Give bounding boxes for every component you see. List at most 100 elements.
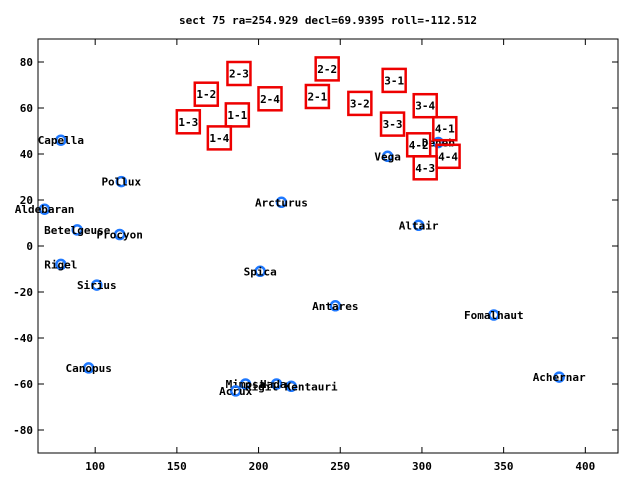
star-point: Pollux: [101, 176, 141, 189]
sector-box-frame: [206, 125, 233, 151]
sector-box-frame: [347, 90, 373, 117]
star-label: Rigel: [44, 258, 77, 271]
sector-box-label: 4-1: [435, 123, 455, 136]
star-marker: [82, 362, 95, 374]
star-marker: [270, 378, 283, 390]
star-marker: [239, 378, 252, 390]
star-marker: [488, 309, 500, 321]
sector-box-frame: [381, 67, 407, 94]
star-label: Vega: [374, 150, 401, 163]
star-label: Aldebaran: [15, 203, 75, 216]
x-tick-label: 150: [167, 460, 187, 473]
star-point: Antares: [312, 300, 358, 313]
star-marker: [432, 136, 445, 149]
star-marker: [55, 134, 67, 146]
star-marker: [412, 219, 425, 232]
sector-box-frame: [257, 86, 283, 112]
y-tick-label: 60: [20, 102, 33, 115]
star-marker: [115, 175, 128, 188]
sector-box-frame: [224, 102, 251, 128]
sector-box: 4-4: [435, 143, 461, 170]
sector-box: 3-2: [347, 90, 373, 117]
x-tick-label: 350: [494, 460, 514, 473]
star-marker: [285, 380, 297, 393]
sector-box-label: 3-1: [384, 74, 404, 87]
star-point: Rigel: [44, 258, 77, 271]
sector-box: 4-3: [412, 155, 438, 181]
x-tick-label: 250: [330, 460, 350, 473]
sector-box: 4-1: [432, 115, 458, 142]
axis-ticks: 100 150 200 250 300 350 400 -80 -60 -40 -20 0 20 40 60…: [13, 39, 618, 473]
sector-box: 1-3: [175, 109, 202, 135]
star-label: Rigil Kentauri: [245, 380, 338, 393]
x-tick-label: 300: [412, 460, 432, 473]
sector-box-label: 2-1: [307, 91, 327, 104]
x-tick-label: 200: [249, 460, 269, 473]
chart-title: sect 75 ra=254.929 decl=69.9395 roll=-11…: [179, 14, 477, 27]
sector-box-frame: [314, 56, 340, 82]
sector-box-label: 1-1: [227, 109, 247, 122]
sector-box-frame: [435, 143, 461, 170]
y-tick-label: 0: [26, 240, 33, 253]
star-marker: [38, 203, 51, 215]
star-label: Fomalhaut: [464, 309, 524, 322]
y-tick-label: -40: [13, 332, 33, 345]
star-marker: [381, 150, 394, 163]
star-point: Procyon: [97, 229, 143, 242]
sector-box-label: 4-2: [409, 139, 429, 152]
star-label: Achernar: [533, 371, 586, 384]
star-label: Pollux: [101, 176, 141, 189]
star-point: Canopus: [65, 362, 111, 375]
star-point: Mimosa: [226, 378, 266, 391]
star-label: Betelgeuse: [44, 224, 111, 237]
sector-box-label: 3-4: [415, 100, 435, 113]
star-point: Aldebaran: [15, 203, 75, 216]
sector-box-frame: [193, 81, 220, 107]
sector-box: 3-4: [412, 92, 438, 119]
sector-box-label: 3-3: [383, 118, 403, 131]
sector-box: 3-1: [381, 67, 407, 94]
star-point: Sirius: [77, 279, 117, 292]
sector-box-frame: [379, 111, 406, 137]
sector-box-label: 4-4: [438, 150, 458, 163]
sector-box-label: 2-2: [317, 63, 337, 76]
sector-box-label: 1-2: [196, 88, 216, 101]
star-label: Procyon: [97, 229, 143, 242]
sector-box: 2-2: [314, 56, 340, 82]
star-marker: [254, 265, 266, 278]
sector-box: 1-1: [224, 102, 251, 128]
sector-box-label: 1-4: [209, 132, 229, 145]
star-point: Betelgeuse: [44, 224, 111, 237]
star-label: Spica: [244, 265, 277, 278]
star-point: Spica: [244, 265, 277, 278]
star-point: Arcturus: [255, 196, 308, 209]
sector-box-label: 4-3: [415, 162, 435, 175]
sector-box: 2-4: [257, 86, 283, 112]
star-marker: [91, 279, 103, 291]
star-marker: [553, 371, 565, 383]
y-tick-label: -60: [13, 378, 33, 391]
star-label: Sirius: [77, 279, 117, 292]
star-point: Rigil Kentauri: [245, 380, 338, 393]
sector-box-frame: [226, 60, 252, 87]
sector-box: 3-3: [379, 111, 406, 137]
x-tick-label: 100: [85, 460, 105, 473]
star-marker: [113, 228, 126, 241]
star-marker: [275, 196, 288, 209]
star-label: Altair: [399, 219, 439, 232]
sector-box: 2-3: [226, 60, 252, 87]
sector-box: 2-1: [304, 83, 331, 110]
star-point: Hadar: [260, 378, 293, 391]
sector-box: 1-4: [206, 125, 233, 151]
sector-box-label: 2-3: [229, 68, 249, 81]
star-point: Capella: [38, 134, 84, 147]
star-marker: [55, 258, 67, 271]
star-marker: [329, 300, 342, 312]
y-tick-label: 40: [20, 148, 33, 161]
star-point: Altair: [399, 219, 439, 232]
star-marker: [229, 385, 242, 397]
sector-boxes: 1-1 1-2 1-3 1-4 2-1 2-2 2-3 2-4 3-1 3-2 3-3 3-44-1 4…: [175, 56, 461, 181]
star-label: Acrux: [219, 385, 252, 398]
y-tick-label: 80: [20, 56, 33, 69]
